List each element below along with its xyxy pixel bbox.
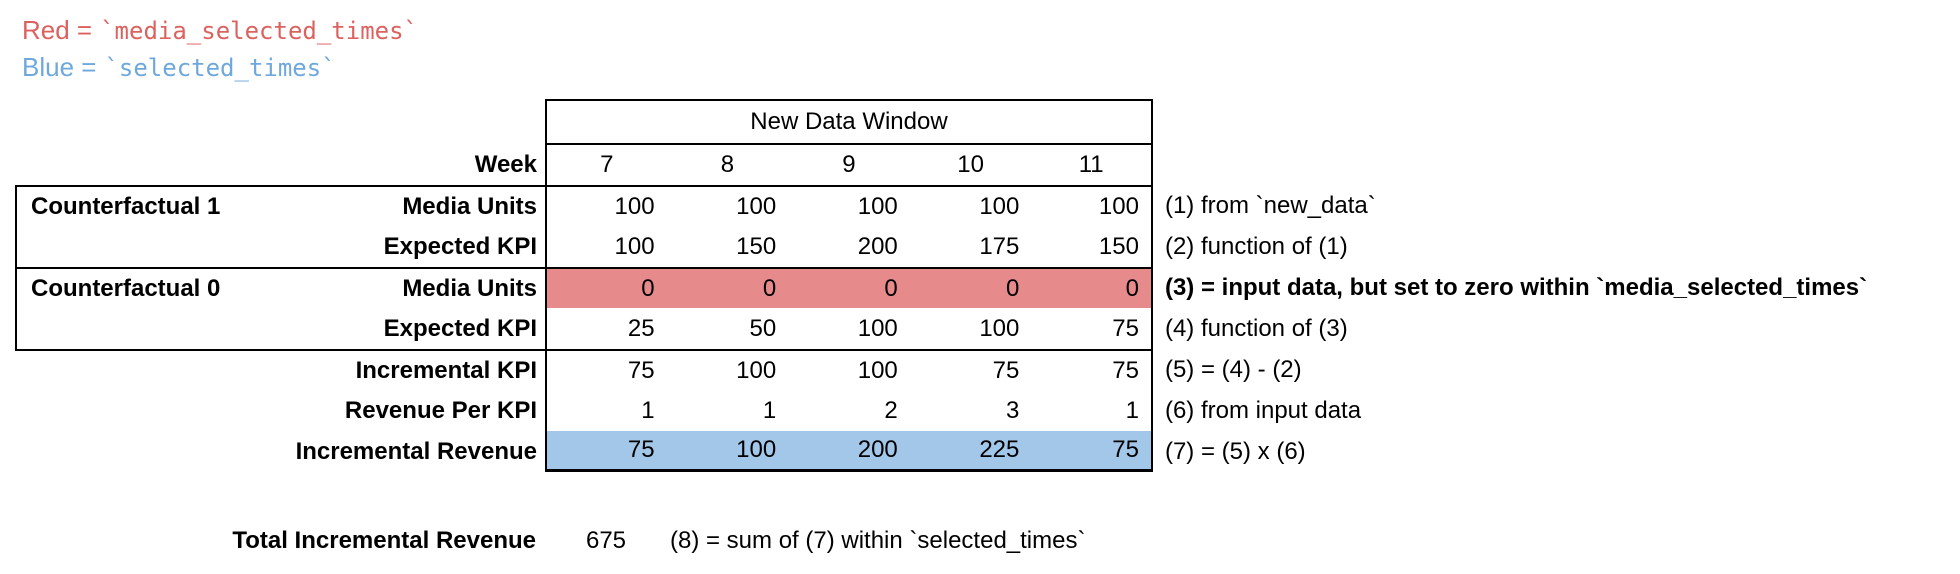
data-cell-incremental-kpi-week-11: 75 — [1031, 349, 1153, 390]
data-cell-revenue-per-kpi-week-7: 1 — [545, 390, 667, 431]
total-label: Total Incremental Revenue — [232, 527, 536, 554]
row-annotation-6: (6) from input data — [1164, 396, 1362, 424]
data-cell-expected-kpi-week-7: 100 — [545, 226, 667, 267]
week-value-7: 7 — [545, 145, 667, 185]
legend-blue-line: Blue = `selected_times` — [22, 49, 418, 86]
week-label-cell: Week — [15, 145, 545, 185]
data-cell-revenue-per-kpi-week-11: 1 — [1031, 390, 1153, 431]
row-label-cell-media-units: Counterfactual 1 Media Units — [15, 185, 545, 226]
row-label-revenue-per-kpi: Revenue Per KPI — [344, 396, 537, 424]
row-annotation-5: (5) = (4) - (2) — [1164, 355, 1302, 383]
week-value-9: 9 — [842, 151, 856, 178]
color-legend: Red = `media_selected_times` Blue = `sel… — [22, 12, 418, 86]
row-label-expected-kpi: Expected KPI — [383, 232, 537, 260]
data-cell-media-units-week-9: 0 — [788, 267, 910, 308]
row-label-incremental-revenue: Incremental Revenue — [295, 437, 537, 465]
data-cell-expected-kpi-week-11: 150 — [1031, 226, 1153, 267]
data-cell-media-units-week-11: 0 — [1031, 267, 1153, 308]
data-cell-media-units-week-8: 0 — [666, 267, 789, 308]
total-value: 675 — [585, 527, 627, 554]
data-cell-media-units-week-7: 100 — [545, 185, 667, 226]
total-annotation: (8) = sum of (7) within `selected_times` — [670, 527, 1086, 554]
row-label-media-units: Media Units — [402, 274, 537, 302]
row-annotation-7: (7) = (5) x (6) — [1164, 437, 1306, 465]
row-label-cell-media-units: Counterfactual 0 Media Units — [15, 267, 545, 308]
row-label-cell-incremental-revenue: Incremental Revenue — [15, 431, 545, 472]
row-label-cell-revenue-per-kpi: Revenue Per KPI — [15, 390, 545, 431]
group-label-counterfactual-0: Counterfactual 0 — [31, 274, 221, 302]
data-cell-expected-kpi-week-10: 100 — [979, 314, 1020, 342]
data-cell-incremental-revenue-week-10: 225 — [909, 431, 1032, 472]
data-cell-media-units-week-7: 0 — [545, 267, 667, 308]
data-cell-expected-kpi-week-8: 50 — [749, 314, 777, 342]
data-cell-incremental-kpi-week-7: 75 — [545, 349, 667, 390]
week-value-11: 11 — [1031, 145, 1153, 185]
data-cell-media-units-week-11: 100 — [1031, 185, 1153, 226]
data-cell-expected-kpi-week-11: 75 — [1031, 308, 1153, 349]
data-cell-expected-kpi-week-10: 175 — [979, 232, 1020, 260]
data-cell-media-units-week-9: 100 — [788, 185, 910, 226]
table-header-new-data-window: New Data Window — [545, 99, 1153, 145]
data-cell-expected-kpi-week-7: 25 — [545, 308, 667, 349]
legend-blue-word: Blue = — [22, 52, 97, 82]
week-value-8: 8 — [720, 151, 735, 178]
data-cell-media-units-week-10: 100 — [909, 185, 1032, 226]
row-annotation-3: (3) = input data, but set to zero within… — [1164, 273, 1868, 301]
data-cell-media-units-week-8: 100 — [666, 185, 789, 226]
row-annotation-1: (1) from `new_data` — [1164, 191, 1376, 219]
week-label: Week — [474, 151, 537, 178]
data-cell-revenue-per-kpi-week-8: 1 — [762, 396, 777, 424]
row-annotation-2: (2) function of (1) — [1164, 232, 1348, 260]
data-cell-incremental-revenue-week-7: 75 — [545, 431, 667, 472]
row-label-incremental-kpi: Incremental KPI — [355, 356, 537, 384]
data-cell-incremental-revenue-week-9: 200 — [788, 431, 910, 472]
row-label-cell-incremental-kpi: Incremental KPI — [15, 349, 545, 390]
data-cell-incremental-revenue-week-11: 75 — [1031, 431, 1153, 472]
data-cell-revenue-per-kpi-week-10: 3 — [1006, 396, 1020, 424]
data-cell-revenue-per-kpi-week-9: 2 — [884, 396, 898, 424]
data-cell-expected-kpi-week-9: 100 — [857, 314, 898, 342]
row-label-media-units: Media Units — [402, 192, 537, 220]
data-cell-expected-kpi-week-8: 150 — [736, 232, 777, 260]
legend-red-code: `media_selected_times` — [100, 16, 418, 45]
row-label-expected-kpi: Expected KPI — [383, 314, 537, 342]
data-cell-media-units-week-10: 0 — [909, 267, 1032, 308]
week-value-10: 10 — [957, 151, 984, 178]
legend-red-line: Red = `media_selected_times` — [22, 12, 418, 49]
data-cell-expected-kpi-week-9: 200 — [857, 232, 898, 260]
legend-red-word: Red = — [22, 15, 93, 45]
row-annotation-4: (4) function of (3) — [1164, 314, 1348, 342]
data-cell-incremental-kpi-week-8: 100 — [666, 349, 789, 390]
group-label-counterfactual-1: Counterfactual 1 — [31, 192, 221, 220]
legend-blue-code: `selected_times` — [104, 53, 336, 82]
total-row: Total Incremental Revenue 675 (8) = sum … — [0, 521, 1960, 561]
row-label-cell-expected-kpi: Expected KPI — [15, 308, 545, 349]
data-cell-incremental-kpi-week-10: 75 — [909, 349, 1032, 390]
data-cell-incremental-kpi-week-9: 100 — [788, 349, 910, 390]
counterfactual-table: New Data Window Week 7 8 9 10 11 Counterfactual… — [15, 99, 1959, 472]
data-cell-incremental-revenue-week-8: 100 — [666, 431, 789, 472]
row-label-cell-expected-kpi: Expected KPI — [15, 226, 545, 267]
